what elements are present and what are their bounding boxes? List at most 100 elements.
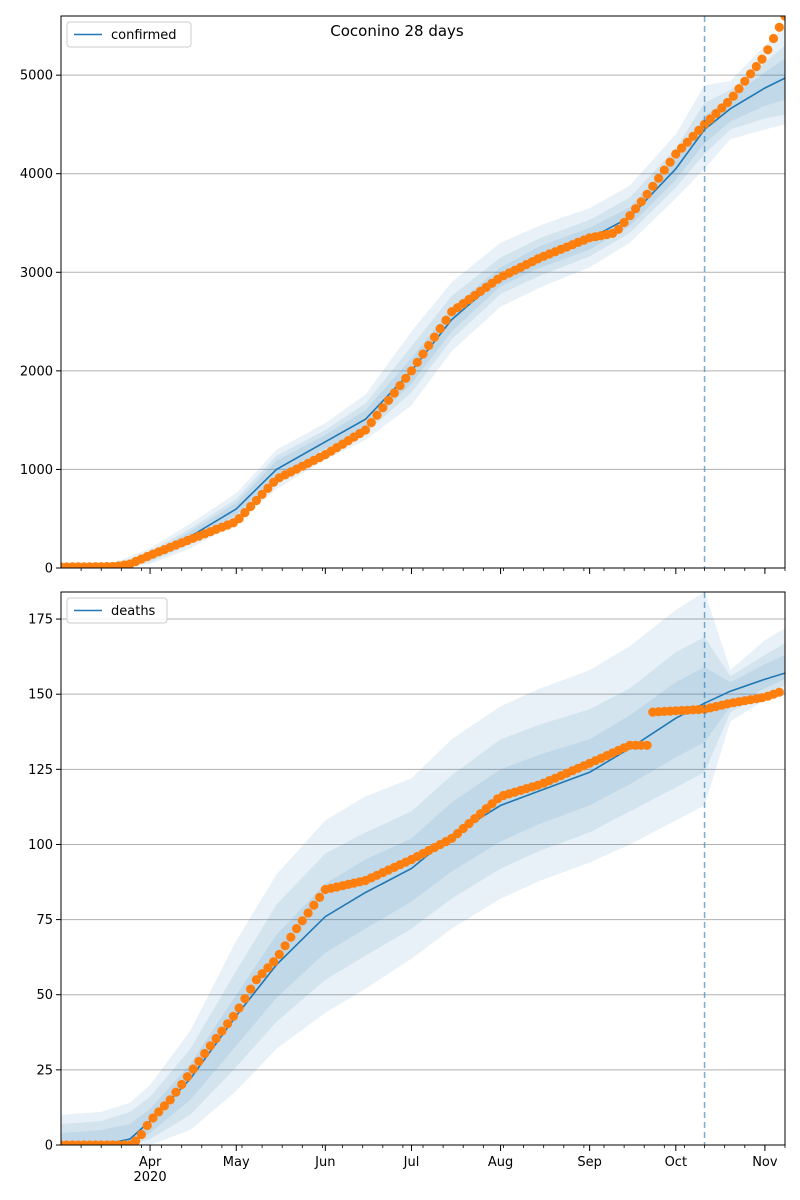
observed-point [722, 97, 733, 108]
x-tick-label: Nov [752, 1155, 778, 1170]
observed-point [240, 994, 250, 1004]
observed-point [636, 197, 646, 207]
y-tick-label: 2000 [20, 364, 53, 379]
observed-point [654, 173, 664, 183]
observed-point [665, 157, 675, 167]
observed-point [280, 941, 290, 951]
legend: confirmed [66, 21, 192, 48]
observed-point [136, 1129, 146, 1140]
observed-point [234, 514, 244, 524]
observed-point [309, 900, 319, 910]
observed-point [389, 388, 399, 398]
observed-point [625, 211, 635, 221]
observed-point [200, 1048, 210, 1059]
observed-point [286, 932, 296, 942]
plot-area [61, 592, 785, 1145]
observed-point [648, 181, 658, 191]
y-tick-label: 125 [28, 763, 53, 778]
observed-point [217, 1026, 227, 1036]
observed-point [263, 483, 273, 493]
y-tick-label: 3000 [20, 266, 53, 281]
y-tick-label: 75 [36, 913, 53, 928]
observed-point [780, 16, 785, 21]
observed-point [188, 1064, 198, 1074]
observed-point [734, 84, 744, 94]
observed-point [234, 1003, 244, 1013]
x-tick-label: Sep [577, 1155, 602, 1170]
observed-point [366, 418, 376, 428]
observed-point [148, 1113, 158, 1123]
observed-point [171, 1087, 181, 1097]
legend-box [66, 21, 192, 48]
x-tick-label: May [223, 1155, 250, 1170]
x-tick-label: Oct [665, 1155, 687, 1170]
observed-point [728, 91, 738, 101]
observed-point [642, 740, 652, 750]
observed-point [418, 349, 428, 359]
observed-point [711, 108, 721, 119]
y-tick-label: 150 [28, 688, 53, 703]
observed-point [682, 137, 692, 147]
y-tick-label: 175 [28, 613, 53, 628]
observed-point [688, 131, 698, 141]
observed-point [406, 366, 417, 376]
observed-point [441, 315, 451, 325]
observed-point [619, 217, 629, 228]
observed-point [395, 381, 405, 391]
observed-point [297, 916, 307, 926]
observed-point [774, 687, 784, 697]
legend-box [66, 597, 168, 624]
observed-point [159, 1101, 169, 1111]
observed-point [401, 373, 411, 383]
observed-point [677, 143, 687, 153]
observed-point [251, 495, 261, 506]
y-tick-label: 100 [28, 838, 53, 853]
observed-point [257, 489, 267, 499]
y-tick-label: 0 [45, 562, 53, 577]
axes-frame [60, 15, 786, 569]
observed-point [740, 76, 750, 86]
observed-point [182, 1072, 192, 1082]
confirmed-panel: 0 1000 2000 3000 4000 5000 confirmed [20, 15, 786, 577]
observed-point [763, 45, 773, 55]
y-tick-label: 0 [45, 1139, 53, 1154]
confidence-band-2 [61, 45, 785, 568]
chart-title: Coconino 28 days [330, 22, 464, 40]
y-tick-label: 4000 [20, 167, 53, 182]
observed-point [372, 410, 382, 420]
observed-point [228, 1011, 238, 1022]
observed-point [378, 403, 388, 413]
x-tick-label: Apr [139, 1155, 162, 1170]
observed-point [131, 1136, 141, 1145]
observed-point [768, 33, 779, 44]
observed-point [154, 1107, 164, 1117]
observed-point [263, 963, 273, 973]
observed-point [240, 507, 250, 518]
observed-point [246, 501, 256, 512]
observed-point [165, 1095, 175, 1105]
x-tick-sublabel: 2020 [134, 1170, 167, 1185]
observed-point [246, 984, 256, 994]
observed-point [429, 332, 440, 342]
observed-point [694, 125, 704, 135]
observed-point [613, 224, 624, 234]
observed-point [303, 908, 313, 918]
y-tick-label: 50 [36, 988, 53, 1003]
legend: deaths [66, 597, 168, 624]
observed-point [205, 1041, 215, 1051]
y-tick-label: 5000 [20, 69, 53, 84]
observed-point [383, 395, 394, 405]
confidence-band-3 [61, 655, 785, 1145]
plot-area [61, 16, 785, 568]
y-tick-label: 25 [36, 1063, 53, 1078]
observed-point [274, 949, 284, 960]
observed-point [142, 1120, 152, 1131]
observed-point [774, 22, 784, 32]
y-tick-label: 1000 [20, 463, 53, 478]
observed-point [435, 324, 445, 334]
observed-point [631, 204, 641, 214]
observed-point [700, 119, 710, 129]
x-tick-label: Aug [488, 1155, 513, 1170]
